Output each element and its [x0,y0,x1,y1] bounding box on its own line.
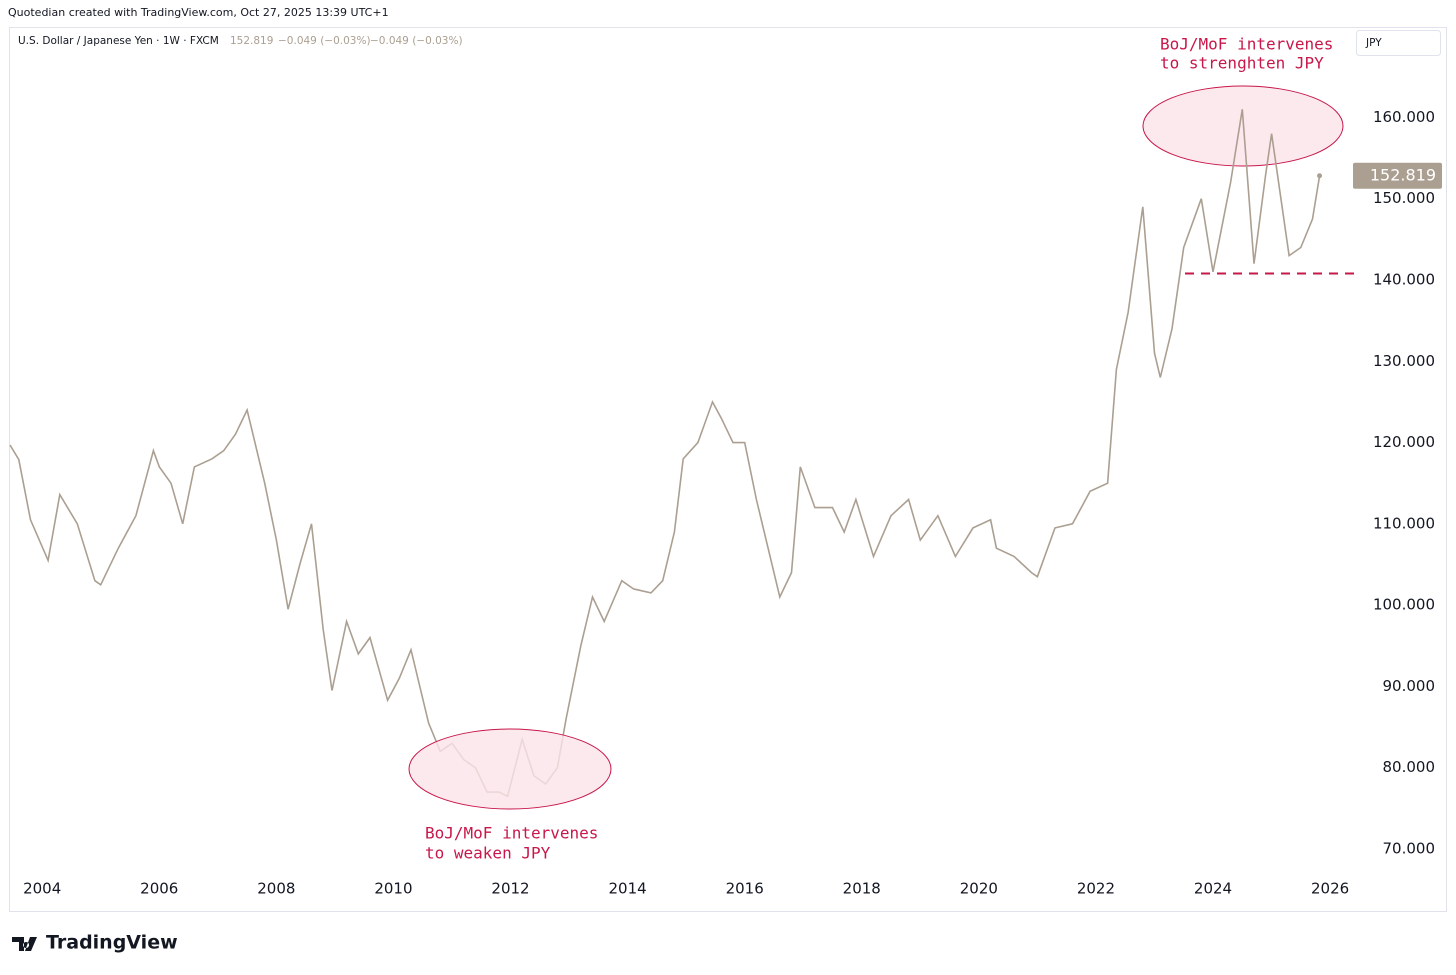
x-tick-label: 2014 [609,880,647,898]
x-tick-label: 2024 [1194,880,1232,898]
x-tick-label: 2016 [726,880,764,898]
currency-button[interactable] [1356,30,1441,56]
last-price-label: 152.819 [1370,165,1436,184]
y-tick-label: 130.000 [1373,352,1435,370]
price-line [9,109,1321,798]
annotation: BoJ/MoF intervenes [425,824,598,843]
y-tick-label: 110.000 [1373,514,1435,532]
frame [9,27,1447,912]
highlight-ellipse [408,728,612,810]
header: Quotedian created with TradingView.com, … [8,6,389,19]
last-price-box [1353,162,1442,189]
logo-text: TradingView [46,932,178,954]
logo: TradingView [12,932,178,954]
y-tick-label: 150.000 [1373,189,1435,207]
annotation: BoJ/MoF intervenes [1160,35,1333,54]
y-tick-label: 70.000 [1383,839,1436,857]
x-tick-label: 2020 [960,880,998,898]
symbol-last: 152.819 [230,35,273,47]
annotation: to weaken JPY [425,844,551,863]
x-tick-label: 2012 [491,880,529,898]
x-tick-label: 2018 [843,880,881,898]
x-tick-label: 2010 [374,880,412,898]
y-tick-label: 90.000 [1383,677,1436,695]
x-tick-label: 2008 [257,880,295,898]
x-tick-label: 2004 [23,880,61,898]
annotation: to strenghten JPY [1160,54,1324,73]
symbol-change: −0.049 (−0.03%) [278,35,371,47]
y-tick-label: 140.000 [1373,270,1435,288]
currency[interactable]: JPY [1365,37,1382,49]
symbol-change-ext: −0.049 (−0.03%) [370,35,463,47]
last-point [1317,173,1323,179]
y-tick-label: 160.000 [1373,108,1435,126]
x-tick-label: 2006 [140,880,178,898]
y-tick-label: 80.000 [1383,758,1436,776]
x-tick-label: 2022 [1077,880,1115,898]
symbol-name: U.S. Dollar / Japanese Yen · 1W · FXCM [18,35,219,47]
y-tick-label: 120.000 [1373,433,1435,451]
x-tick-label: 2026 [1311,880,1349,898]
y-tick-label: 100.000 [1373,596,1435,614]
